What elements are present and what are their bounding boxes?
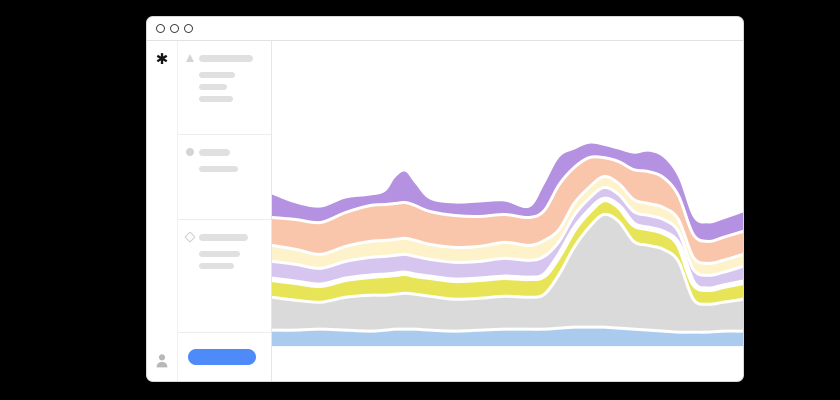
window-titlebar bbox=[147, 17, 743, 41]
skeleton-bar bbox=[199, 148, 230, 156]
chart-separator-above-lavender bbox=[272, 186, 743, 277]
window-body: ✱ bbox=[147, 41, 743, 381]
chart-separator-above-peach bbox=[272, 155, 743, 243]
chart-band-purple bbox=[272, 143, 743, 242]
chart-separator-above-gray bbox=[272, 212, 743, 306]
skeleton-bar bbox=[199, 72, 235, 78]
stacked-area-chart bbox=[272, 143, 743, 347]
primary-action-button[interactable] bbox=[188, 349, 256, 365]
sidebar bbox=[177, 41, 272, 381]
chart-separator-above-yellow bbox=[272, 196, 743, 293]
sidebar-group-3 bbox=[178, 220, 271, 333]
window-control-maximize-icon[interactable] bbox=[184, 24, 193, 33]
asterisk-logo-icon[interactable]: ✱ bbox=[155, 51, 169, 68]
chart-band-blue bbox=[272, 327, 743, 347]
triangle-icon bbox=[185, 54, 194, 62]
person-icon[interactable] bbox=[156, 354, 168, 368]
window-control-close-icon[interactable] bbox=[156, 24, 165, 33]
chart-band-peach bbox=[272, 156, 743, 264]
window-control-minimize-icon[interactable] bbox=[170, 24, 179, 33]
skeleton-bar bbox=[199, 233, 248, 241]
sidebar-footer bbox=[178, 333, 271, 381]
circle-icon bbox=[185, 148, 194, 156]
skeleton-lines bbox=[185, 166, 263, 172]
skeleton-bar bbox=[199, 251, 240, 257]
skeleton-lines bbox=[185, 251, 263, 269]
skeleton-bar bbox=[199, 166, 238, 172]
chart-band-yellow bbox=[272, 199, 743, 305]
diamond-icon bbox=[183, 231, 196, 243]
chart-panel bbox=[272, 41, 743, 381]
chart-separator-above-blue bbox=[272, 325, 743, 334]
sidebar-group-2 bbox=[178, 135, 271, 220]
icon-rail: ✱ bbox=[147, 41, 177, 381]
sidebar-group-1 bbox=[178, 41, 271, 135]
skeleton-lines bbox=[185, 72, 263, 102]
skeleton-bar bbox=[199, 84, 227, 90]
browser-window: ✱ bbox=[146, 16, 744, 382]
skeleton-bar bbox=[199, 263, 234, 269]
skeleton-bar bbox=[199, 96, 233, 102]
skeleton-bar bbox=[199, 54, 253, 62]
chart-separator-above-cream bbox=[272, 175, 743, 265]
chart-band-gray bbox=[272, 214, 743, 333]
